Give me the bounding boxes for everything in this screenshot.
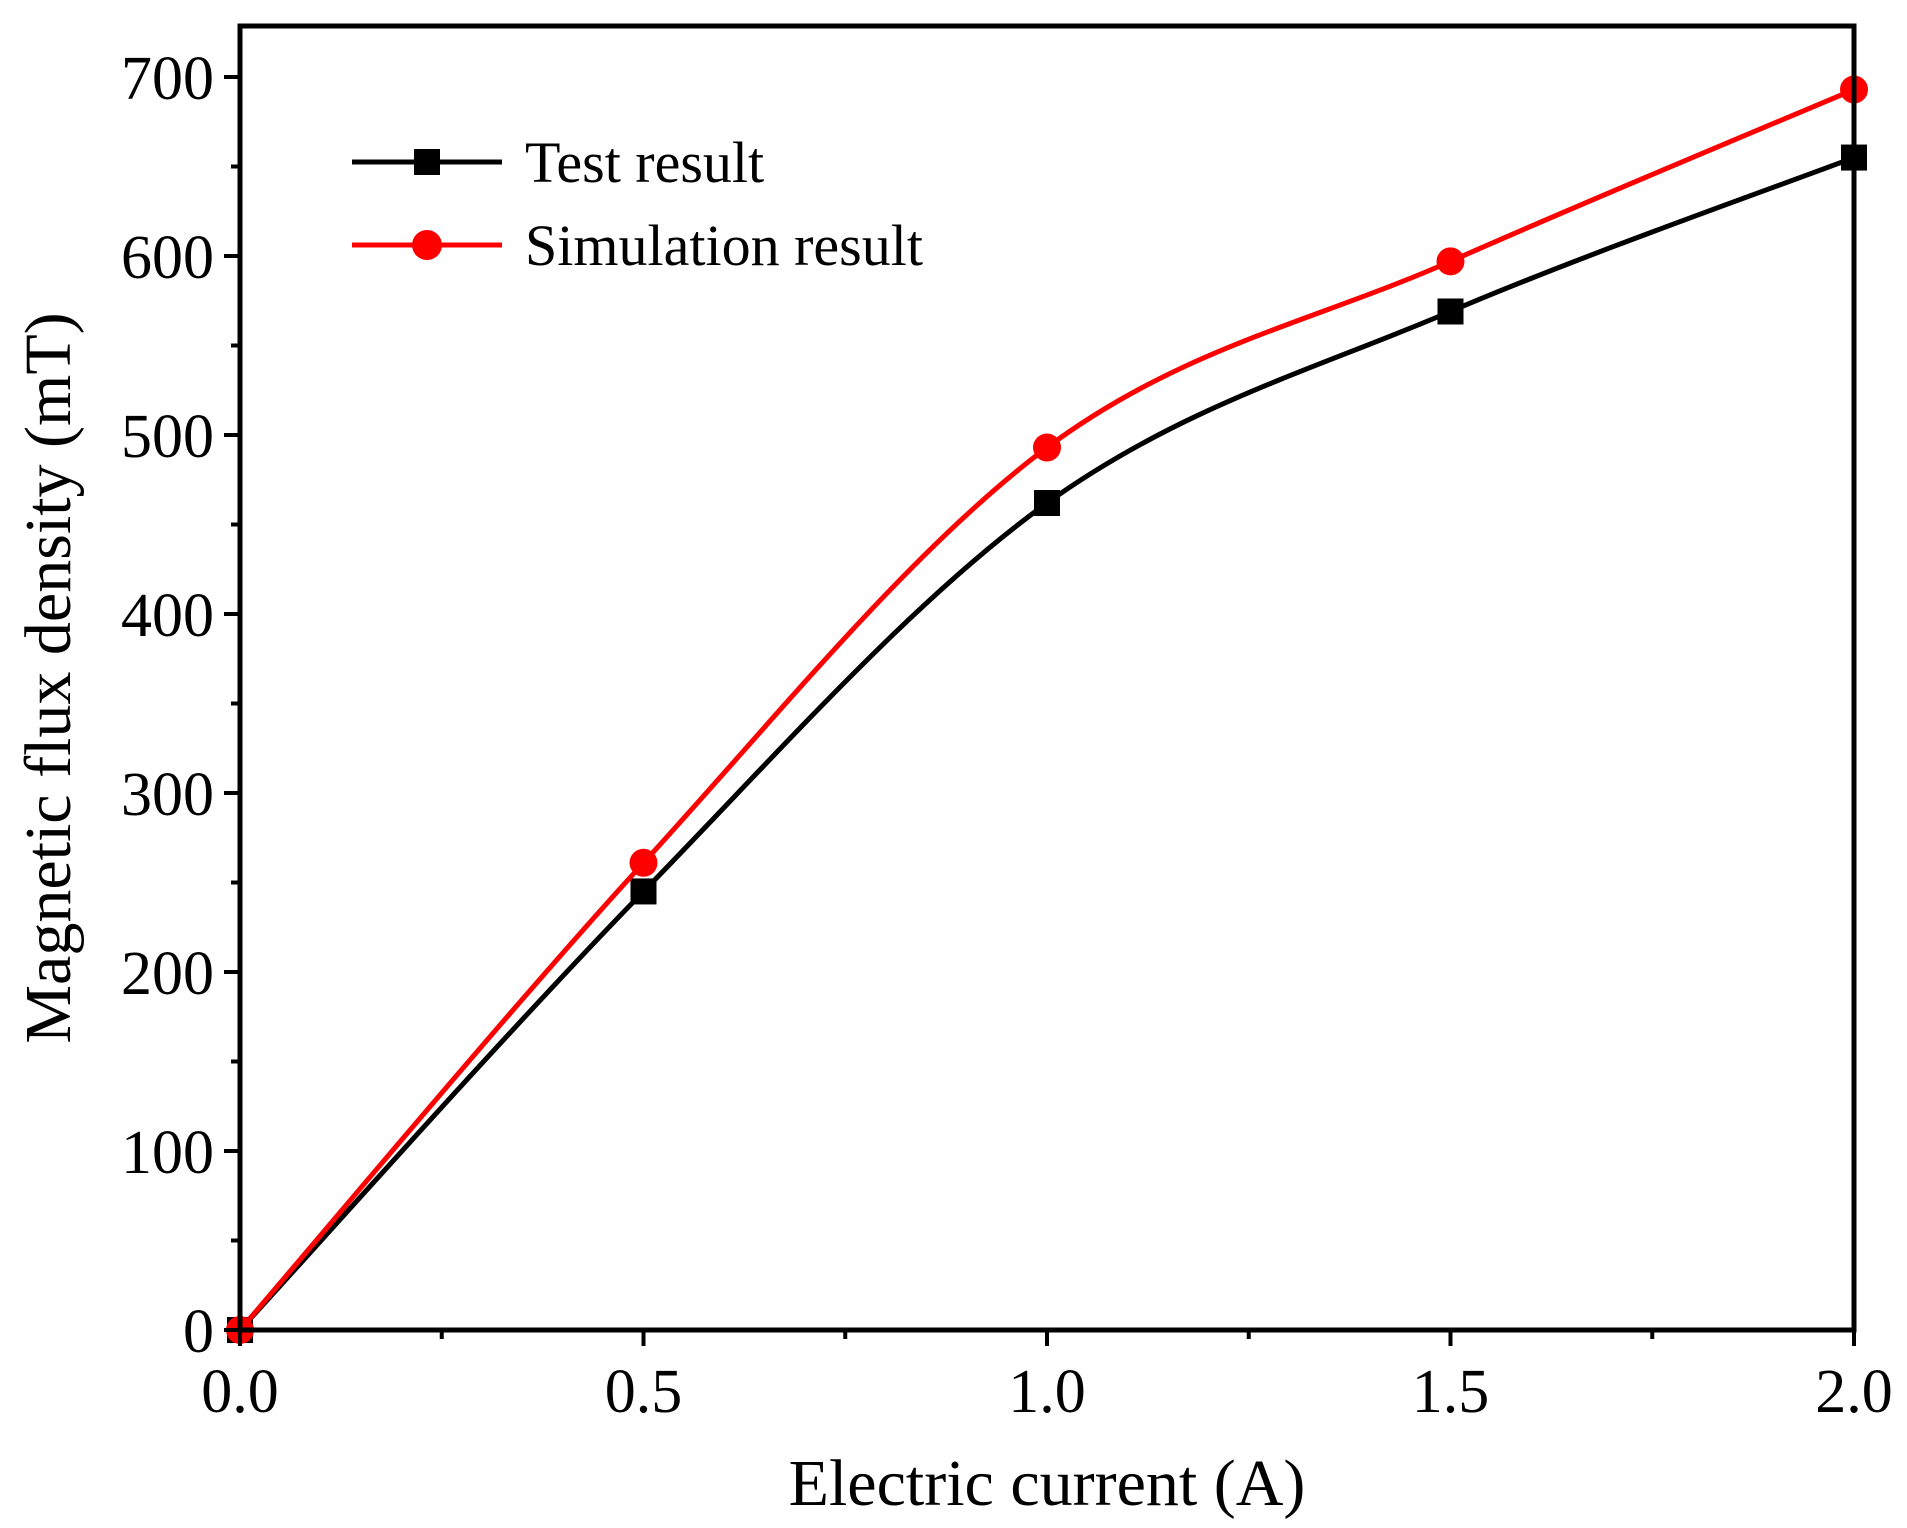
data-point-test-result	[1437, 298, 1464, 325]
legend-label-test: Test result	[525, 130, 764, 195]
data-point-simulation-result	[1033, 433, 1061, 462]
x-tick-label: 1.5	[1412, 1358, 1490, 1426]
legend-label-simulation: Simulation result	[525, 213, 923, 278]
x-tick-label: 1.0	[1008, 1358, 1086, 1426]
plot-frame	[237, 23, 1857, 1333]
legend-marker-simulation	[412, 230, 442, 260]
y-tick-label: 700	[121, 45, 214, 113]
data-point-simulation-result	[1436, 247, 1465, 276]
y-tick-label: 500	[121, 403, 214, 471]
data-point-test-result	[1034, 490, 1060, 517]
y-axis-title: Magnetic flux density (mT)	[12, 312, 85, 1043]
tick-labels-layer: 0.0 0.5 1.0 1.5 2.0 0 100 200 300 400 500 600 700	[121, 45, 1893, 1426]
legend: Test result Simulation result	[352, 130, 923, 278]
series-layer	[226, 75, 1868, 1344]
series-line-test-result	[238, 155, 1855, 1332]
y-tick-label: 600	[121, 224, 214, 292]
x-axis-title: Electric current (A)	[789, 1447, 1306, 1520]
data-point-simulation-result	[629, 848, 658, 877]
y-tick-label: 100	[121, 1119, 214, 1187]
x-tick-label: 2.0	[1815, 1358, 1893, 1426]
legend-marker-test	[414, 149, 440, 175]
x-tick-label: 0.0	[201, 1358, 279, 1426]
series-line-simulation-result	[238, 87, 1855, 1332]
y-tick-label: 400	[121, 582, 214, 650]
ticks-layer	[224, 75, 1856, 1346]
y-tick-label: 200	[121, 940, 214, 1008]
data-point-test-result	[630, 878, 657, 905]
y-tick-label: 0	[183, 1298, 214, 1366]
y-tick-label: 300	[121, 761, 214, 829]
x-tick-label: 0.5	[605, 1358, 683, 1426]
